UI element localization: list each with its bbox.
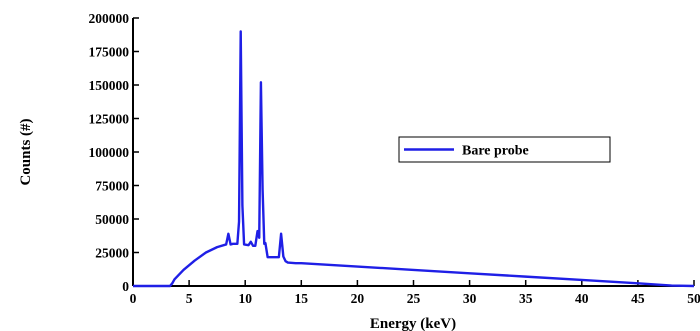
- y-tick-label: 150000: [89, 78, 130, 93]
- y-tick-label: 200000: [89, 11, 130, 26]
- x-tick-label: 30: [463, 291, 477, 306]
- legend: Bare probe: [398, 136, 611, 163]
- x-tick-label: 15: [295, 291, 309, 306]
- x-tick-label: 45: [631, 291, 645, 306]
- y-axis-title: Counts (#): [18, 118, 34, 185]
- y-tick-label: 100000: [89, 145, 130, 160]
- x-axis-title: Energy (keV): [370, 316, 456, 331]
- y-tick-label: 50000: [95, 212, 129, 227]
- x-tick-label: 40: [575, 291, 589, 306]
- x-tick-label: 25: [407, 291, 421, 306]
- x-tick-label: 50: [687, 291, 700, 306]
- x-tick-label: 0: [130, 291, 137, 306]
- y-axis-ticks: 0 25000 50000 75000 100000 125000 150000 175000…: [89, 11, 139, 294]
- x-tick-label: 10: [238, 291, 252, 306]
- legend-label: Bare probe: [462, 144, 529, 159]
- y-tick-label: 175000: [89, 45, 130, 60]
- x-tick-label: 5: [186, 291, 193, 306]
- x-axis-ticks: 0 5 10 15 20 25 30 35 40 45 50: [130, 280, 700, 306]
- x-tick-label: 35: [519, 291, 533, 306]
- series-line-bare-probe: [133, 30, 695, 288]
- y-tick-label: 25000: [95, 246, 129, 261]
- x-tick-label: 20: [351, 291, 365, 306]
- y-tick-label: 75000: [95, 179, 129, 194]
- y-tick-label: 0: [122, 279, 129, 294]
- y-tick-label: 125000: [89, 112, 130, 127]
